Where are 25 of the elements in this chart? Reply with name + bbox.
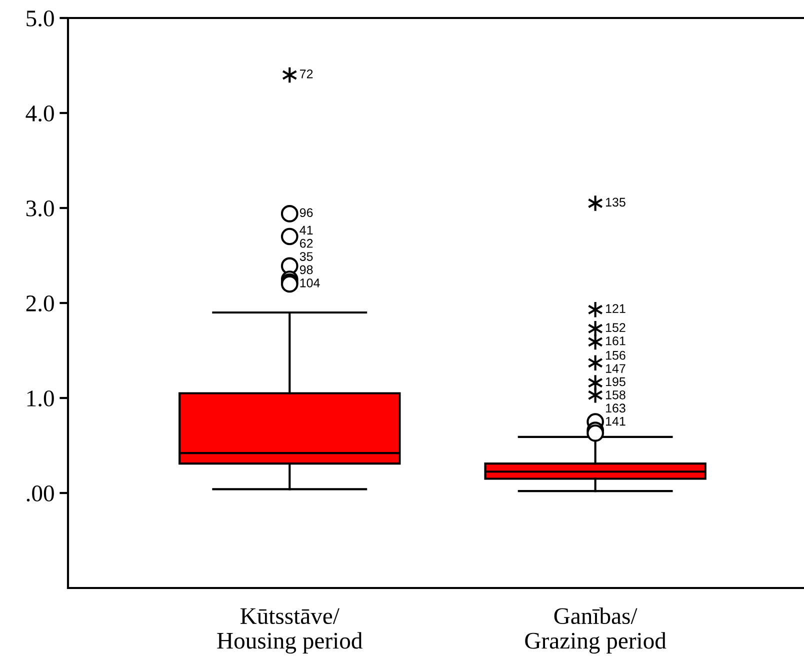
y-tick-label: 3.0 [26,200,54,217]
y-tick-label: 2.0 [26,295,54,312]
x-tick-label: Ganības/ Grazing period [525,607,666,654]
annotation: 163 [606,404,626,413]
annotation: 62 [300,238,313,248]
annotation: 35 [300,252,313,261]
annotation: 147 [606,364,626,373]
annotation: 104 [300,278,320,288]
y-tick-label: 5.0 [26,10,54,27]
annotation: 156 [606,350,626,360]
y-tick-label: .00 [26,485,54,502]
annotation: 121 [606,304,626,313]
annotation: 195 [606,377,626,386]
annotation: 72 [300,70,313,78]
annotation: 158 [606,390,626,400]
annotation: 41 [300,226,313,234]
annotation: 98 [300,265,313,274]
annotation: 161 [606,336,626,346]
annotation: 152 [606,323,626,332]
annotation: 96 [300,208,313,218]
x-tick-label: Kūtsstāve/ Housing period [217,608,362,654]
y-tick-label: 4.0 [26,105,54,122]
y-tick-label: 1.0 [27,390,54,407]
annotation: 135 [606,198,626,207]
annotation: 141 [606,417,626,426]
